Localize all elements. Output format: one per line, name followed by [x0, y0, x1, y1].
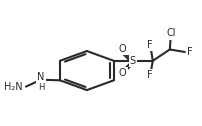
Text: N: N [37, 72, 44, 82]
Text: F: F [146, 70, 152, 80]
Text: H: H [38, 83, 44, 92]
Text: O: O [118, 68, 126, 78]
Text: O: O [118, 44, 126, 54]
Text: F: F [146, 40, 152, 50]
Text: S: S [129, 56, 135, 66]
Text: Cl: Cl [165, 28, 175, 38]
Text: H₂N: H₂N [4, 82, 23, 92]
Text: F: F [186, 47, 192, 57]
